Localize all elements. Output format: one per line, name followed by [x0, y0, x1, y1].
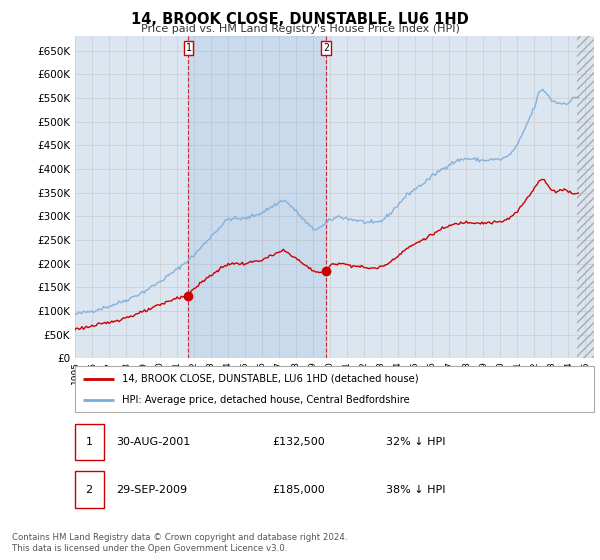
- Text: 29-SEP-2009: 29-SEP-2009: [116, 485, 188, 495]
- Text: 2: 2: [85, 485, 92, 495]
- Text: 2: 2: [323, 43, 329, 53]
- Bar: [577, 36, 594, 358]
- FancyBboxPatch shape: [75, 471, 104, 508]
- Text: 14, BROOK CLOSE, DUNSTABLE, LU6 1HD (detached house): 14, BROOK CLOSE, DUNSTABLE, LU6 1HD (det…: [122, 374, 418, 384]
- Bar: [577, 36, 594, 358]
- Text: 14, BROOK CLOSE, DUNSTABLE, LU6 1HD: 14, BROOK CLOSE, DUNSTABLE, LU6 1HD: [131, 12, 469, 27]
- Text: 32% ↓ HPI: 32% ↓ HPI: [386, 437, 446, 447]
- Text: Contains HM Land Registry data © Crown copyright and database right 2024.: Contains HM Land Registry data © Crown c…: [12, 533, 347, 542]
- Bar: [188, 36, 326, 358]
- Text: HPI: Average price, detached house, Central Bedfordshire: HPI: Average price, detached house, Cent…: [122, 395, 409, 405]
- Text: £132,500: £132,500: [272, 437, 325, 447]
- Text: This data is licensed under the Open Government Licence v3.0.: This data is licensed under the Open Gov…: [12, 544, 287, 553]
- FancyBboxPatch shape: [75, 423, 104, 460]
- Text: 1: 1: [185, 43, 191, 53]
- Text: Price paid vs. HM Land Registry's House Price Index (HPI): Price paid vs. HM Land Registry's House …: [140, 24, 460, 34]
- FancyBboxPatch shape: [75, 366, 594, 412]
- Text: £185,000: £185,000: [272, 485, 325, 495]
- Text: 1: 1: [86, 437, 92, 447]
- Text: 38% ↓ HPI: 38% ↓ HPI: [386, 485, 446, 495]
- Text: 30-AUG-2001: 30-AUG-2001: [116, 437, 191, 447]
